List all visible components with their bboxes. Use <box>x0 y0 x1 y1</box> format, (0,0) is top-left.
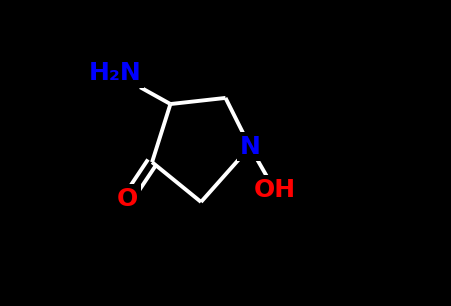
Text: H₂N: H₂N <box>89 62 142 85</box>
Text: O: O <box>117 187 138 211</box>
Text: N: N <box>239 135 260 159</box>
Text: OH: OH <box>253 178 295 202</box>
